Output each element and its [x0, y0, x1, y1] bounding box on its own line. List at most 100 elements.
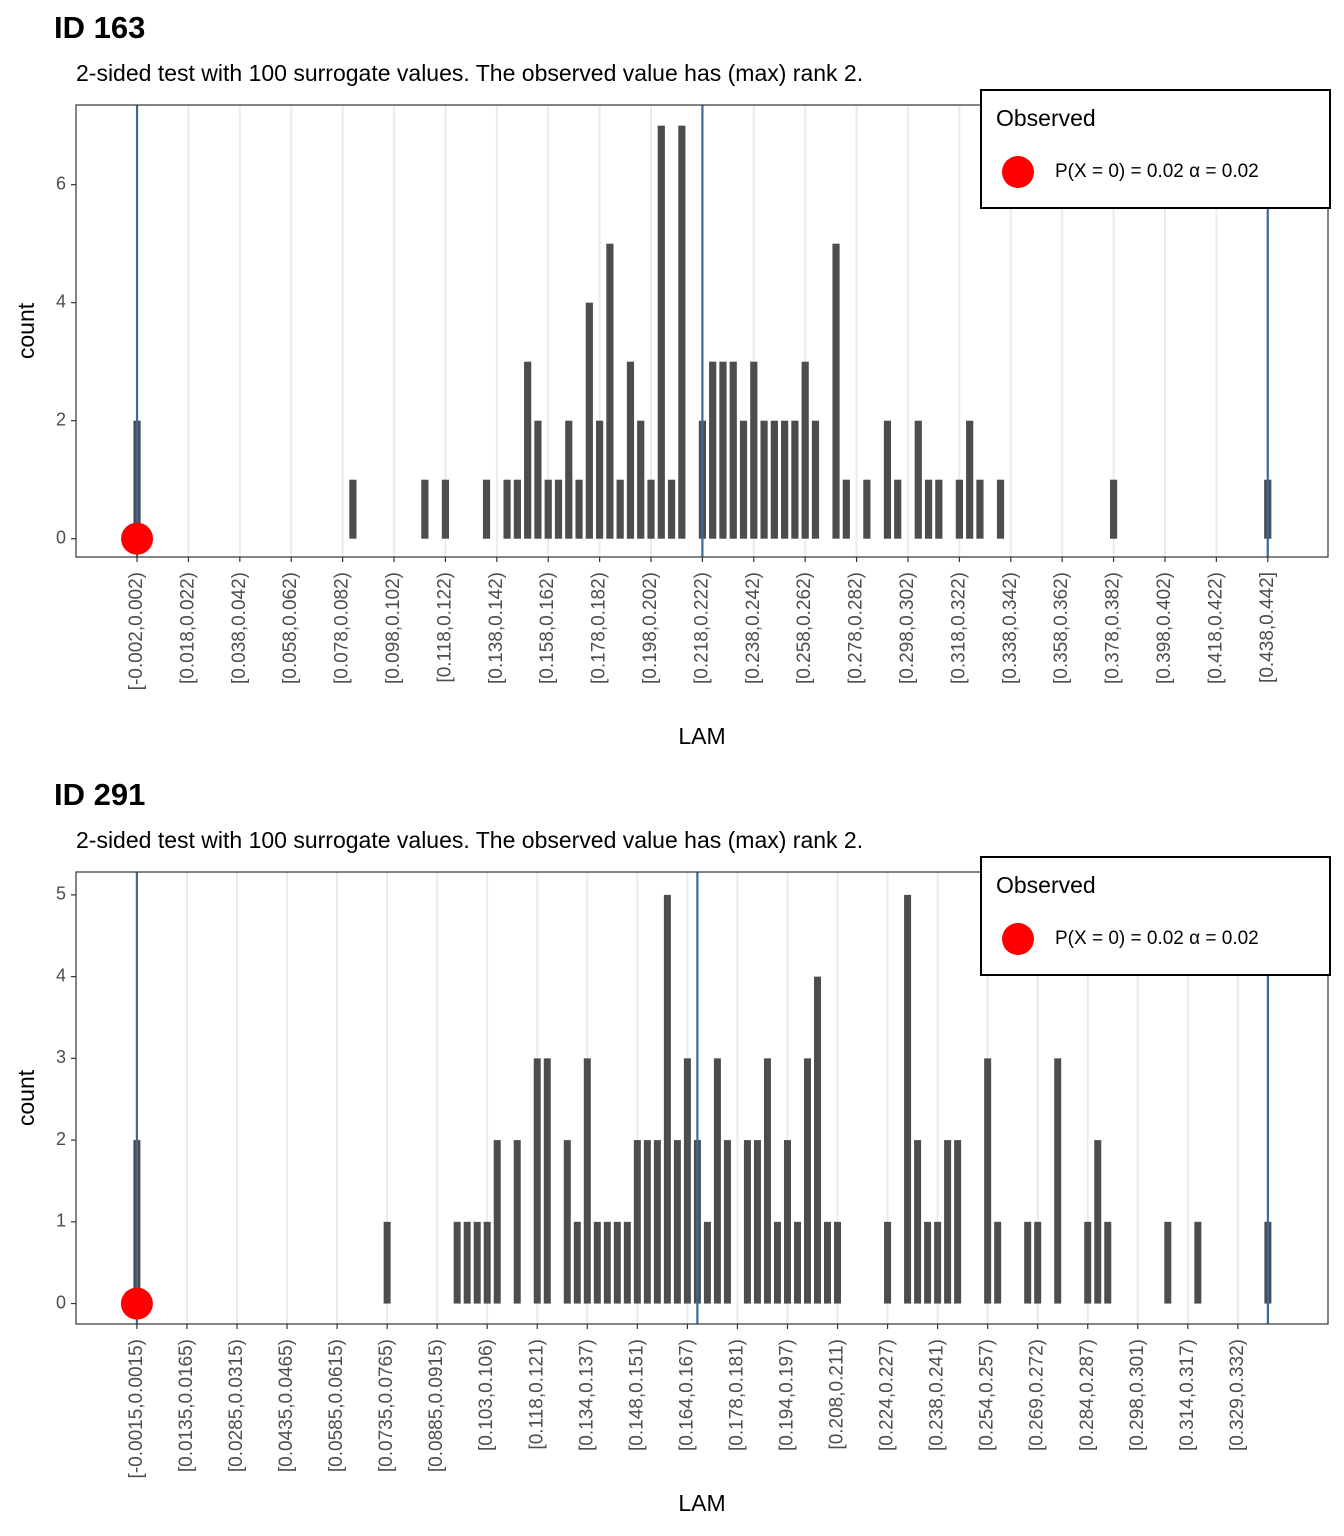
bar — [513, 1140, 521, 1304]
x-tick-label: [0.038,0.042) — [229, 572, 250, 684]
panel: ID 291 2-sided test with 100 surrogate va… — [13, 777, 1331, 1516]
bar — [653, 1140, 661, 1304]
legend-label: P(X = 0) = 0.02 α = 0.02 — [1055, 928, 1259, 949]
bar — [894, 479, 902, 539]
x-tick-label: [0.254,0.257) — [977, 1339, 998, 1451]
bar — [729, 361, 737, 539]
x-tick-label: [0.103,0.106) — [476, 1339, 497, 1451]
x-tick-label: [0.278,0.282) — [846, 572, 867, 684]
y-tick-label: 2 — [56, 409, 66, 429]
bar — [573, 1221, 581, 1304]
x-tick-label: [0.218,0.222) — [691, 572, 712, 684]
bar — [883, 420, 892, 539]
bar — [750, 361, 758, 539]
bar — [801, 361, 809, 539]
bar — [863, 479, 871, 539]
bar — [904, 894, 912, 1304]
bar — [657, 125, 665, 539]
bar — [934, 1221, 942, 1304]
x-tick-label: [0.358,0.362) — [1051, 572, 1072, 684]
x-tick-label: [0.134,0.137) — [576, 1339, 597, 1451]
plot-border — [75, 104, 1329, 558]
bar — [667, 479, 676, 539]
bar — [483, 1221, 491, 1304]
bar — [713, 1058, 721, 1304]
subtitle: 2-sided test with 100 surrogate values. … — [76, 60, 863, 86]
chart-title: ID 163 — [54, 10, 145, 45]
bar — [811, 420, 820, 539]
bar — [966, 420, 974, 539]
bar — [1109, 479, 1118, 539]
x-tick-label: [0.0135,0.0165) — [176, 1339, 197, 1472]
x-tick-label: [0.118,0.121) — [526, 1339, 547, 1450]
bar — [763, 1058, 771, 1304]
bar — [616, 479, 624, 539]
x-axis-title: LAM — [678, 723, 725, 749]
bar — [996, 479, 1005, 539]
bar — [914, 1140, 922, 1304]
plot-border — [75, 871, 1329, 1325]
observed-point — [121, 522, 154, 555]
x-tick-label: [0.438,0.442] — [1257, 572, 1278, 683]
x-tick-label: [0.238,0.242) — [743, 572, 764, 684]
bar — [924, 1221, 932, 1304]
x-tick-label: [0.269,0.272) — [1027, 1339, 1048, 1451]
bar — [773, 1221, 781, 1304]
bar — [783, 1140, 791, 1304]
legend-title: Observed — [996, 872, 1096, 898]
bar — [503, 479, 511, 539]
x-tick-label: [0.298,0.302) — [897, 572, 918, 684]
bar — [723, 1140, 731, 1304]
subtitle: 2-sided test with 100 surrogate values. … — [76, 827, 863, 853]
x-tick-label: [0.0585,0.0615) — [326, 1339, 347, 1472]
bar — [663, 894, 671, 1304]
bar — [441, 479, 450, 539]
legend-box — [980, 89, 1331, 209]
bar — [513, 479, 521, 539]
bar — [1034, 1221, 1042, 1304]
x-tick-label: [0.258,0.262) — [794, 572, 815, 684]
x-tick-label: [0.178,0.181) — [726, 1339, 747, 1451]
bar — [544, 479, 552, 539]
bar — [955, 479, 963, 539]
bar — [935, 479, 943, 539]
bar — [585, 302, 593, 539]
bar — [813, 976, 822, 1304]
legend-swatch — [1002, 923, 1034, 955]
bar — [1024, 1221, 1032, 1304]
bar — [647, 479, 655, 539]
x-tick-label: [0.164,0.167) — [676, 1339, 697, 1451]
x-tick-label: [0.018,0.022) — [177, 572, 198, 684]
legend-title: Observed — [996, 105, 1096, 131]
bar — [613, 1221, 621, 1304]
bar — [606, 243, 614, 539]
y-tick-label: 4 — [56, 291, 66, 311]
bar — [753, 1140, 761, 1304]
x-tick-label: [-0.002,0.002) — [126, 572, 147, 690]
y-tick-label: 1 — [56, 1211, 66, 1231]
bar — [824, 1221, 832, 1304]
x-tick-label: [0.318,0.322) — [948, 572, 969, 684]
bar — [760, 420, 768, 539]
bar — [1104, 1221, 1112, 1304]
bar — [1054, 1058, 1062, 1304]
bar — [1084, 1221, 1092, 1304]
bar — [673, 1140, 681, 1304]
bar — [770, 420, 778, 539]
bar — [793, 1221, 801, 1304]
legend-box — [980, 856, 1331, 976]
x-tick-label: [0.224,0.227) — [877, 1339, 898, 1451]
bar — [984, 1058, 992, 1304]
bar — [575, 479, 583, 539]
chart-title: ID 291 — [54, 777, 145, 812]
bar — [565, 420, 573, 539]
bar — [349, 479, 357, 539]
bar — [633, 1140, 641, 1304]
bar — [453, 1221, 461, 1304]
x-tick-label: [0.208,0.211) — [827, 1339, 848, 1450]
y-tick-label: 0 — [56, 527, 66, 547]
x-tick-label: [0.058,0.062) — [280, 572, 301, 684]
bar — [791, 420, 799, 539]
x-tick-label: [0.138,0.142) — [486, 572, 507, 684]
legend-label: P(X = 0) = 0.02 α = 0.02 — [1055, 161, 1259, 182]
